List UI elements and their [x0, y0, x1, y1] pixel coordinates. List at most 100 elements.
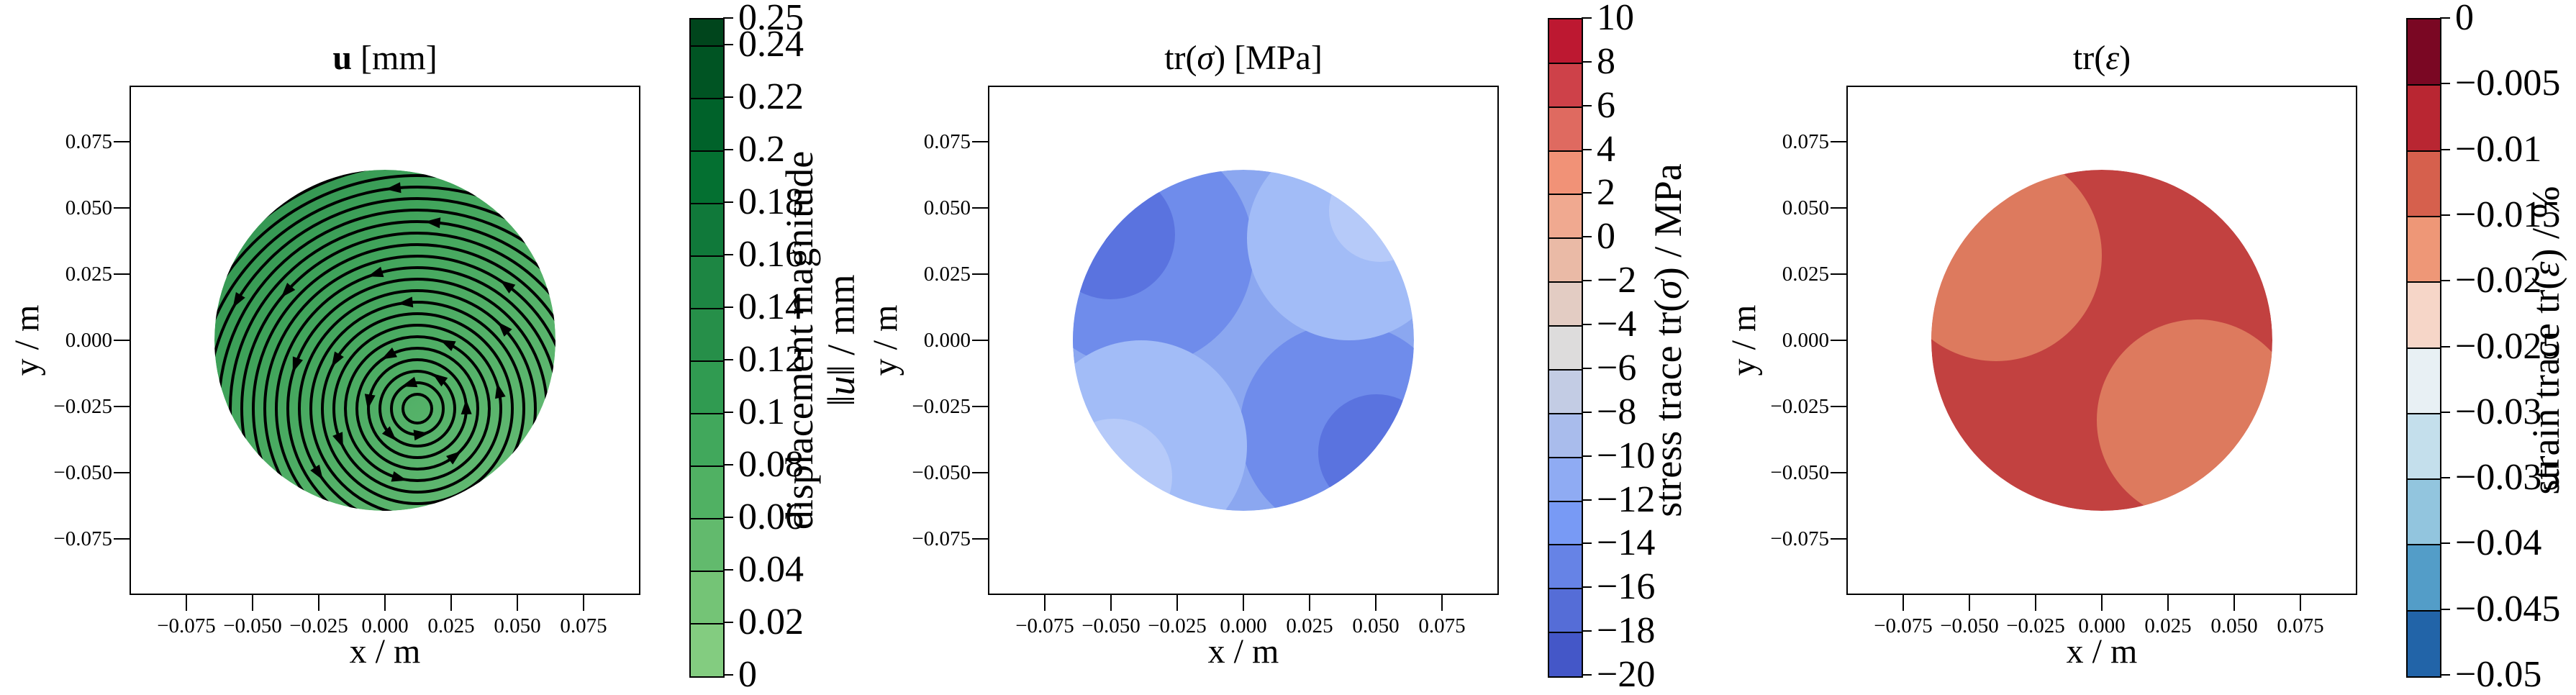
- colorbar-tick-mark: [723, 148, 733, 150]
- text-fragment: stress trace tr(: [1646, 299, 1690, 517]
- y-tick-mark: [972, 406, 988, 407]
- colorbar-tick-label: 0.24: [738, 23, 804, 65]
- colorbar-divider: [1549, 456, 1582, 458]
- y-tick-label: −0.050: [53, 461, 112, 484]
- text-fragment: strain trace tr(: [2524, 276, 2567, 495]
- colorbar-tick-label: −6: [1597, 347, 1637, 389]
- colorbar-tick-label: −2: [1597, 260, 1637, 301]
- text-fragment: ): [2119, 39, 2131, 77]
- x-axis-label: x / m: [1207, 632, 1279, 671]
- colorbar-tick-label: 0.02: [738, 601, 804, 642]
- x-tick-mark: [384, 595, 386, 611]
- colorbar-tick-label: 0: [1597, 216, 1615, 258]
- colorbar-divider: [1549, 237, 1582, 240]
- x-tick-label: −0.025: [2006, 614, 2065, 637]
- text-fragment: ‖: [820, 395, 863, 406]
- text-fragment: ‖ / mm: [820, 274, 863, 376]
- colorbar-tick-mark: [2440, 345, 2450, 348]
- y-tick-mark: [1831, 207, 1846, 209]
- text-fragment: ) / MPa: [1646, 163, 1690, 281]
- colorbar: [2406, 18, 2441, 678]
- colorbar-segment: [1549, 545, 1582, 589]
- colorbar-divider: [691, 255, 723, 257]
- colorbar-tick-label: −0.015: [2455, 194, 2561, 235]
- colorbar-tick-mark: [723, 201, 733, 203]
- colorbar-tick-label: −0.03: [2455, 391, 2542, 432]
- y-tick-label: 0.025: [65, 263, 112, 286]
- axes-box: [1846, 86, 2357, 595]
- panel-stress-trace: tr(σ) [MPa] x / m y / m −0.075 −0.050 −0.0…: [858, 0, 1718, 694]
- colorbar-tick-mark: [2440, 411, 2450, 413]
- colorbar-label-line: strain trace tr(ε) / %: [2524, 0, 2567, 682]
- colorbar-tick-mark: [1582, 280, 1592, 282]
- colorbar-divider: [2408, 609, 2440, 612]
- x-tick-label: 0.025: [1286, 614, 1333, 637]
- y-tick-label: −0.075: [1770, 527, 1829, 550]
- colorbar-tick-label: 0: [2455, 0, 2474, 38]
- text-fragment: σ: [1197, 39, 1215, 77]
- x-tick-mark: [583, 595, 584, 611]
- colorbar-tick-mark: [1582, 192, 1592, 194]
- y-tick-label: −0.075: [912, 527, 971, 550]
- colorbar-tick-mark: [2440, 477, 2450, 479]
- y-tick-label: −0.050: [912, 461, 971, 484]
- y-tick-mark: [114, 207, 130, 209]
- colorbar-segment: [691, 465, 723, 519]
- colorbar-tick-label: −12: [1597, 478, 1656, 520]
- x-tick-label: −0.050: [1081, 614, 1140, 637]
- y-tick-label: 0.050: [1782, 196, 1829, 219]
- y-tick-label: 0.000: [65, 329, 112, 352]
- colorbar-tick-mark: [2440, 542, 2450, 545]
- y-tick-mark: [1831, 538, 1846, 540]
- x-tick-mark: [1176, 595, 1178, 611]
- x-tick-label: 0.075: [1418, 614, 1466, 637]
- text-fragment: tr(: [1164, 39, 1197, 77]
- colorbar-tick-label: 0.12: [738, 338, 804, 380]
- x-tick-mark: [2035, 595, 2036, 611]
- x-tick-label: −0.025: [1148, 614, 1207, 637]
- y-tick-label: 0.025: [1782, 263, 1829, 286]
- panel-strain-trace: tr(ε) x / m y / m −0.075 −0.050 −0.025 0.00…: [1717, 0, 2576, 694]
- colorbar-divider: [691, 570, 723, 572]
- colorbar-segment: [691, 150, 723, 204]
- colorbar-tick-mark: [723, 411, 733, 413]
- x-tick-mark: [1044, 595, 1046, 611]
- y-tick-label: 0.075: [923, 130, 971, 153]
- colorbar-tick-mark: [1582, 411, 1592, 413]
- colorbar-divider: [1549, 632, 1582, 634]
- colorbar-tick-mark: [1582, 17, 1592, 19]
- colorbar-divider: [1549, 62, 1582, 64]
- y-tick-mark: [1831, 406, 1846, 407]
- x-tick-mark: [252, 595, 253, 611]
- x-tick-label: 0.050: [494, 614, 541, 637]
- colorbar-segment: [691, 98, 723, 151]
- colorbar-segment: [1549, 326, 1582, 370]
- y-tick-mark: [972, 472, 988, 473]
- colorbar-tick-mark: [1582, 60, 1592, 63]
- colorbar-segment: [691, 45, 723, 99]
- y-tick-mark: [114, 273, 130, 275]
- colorbar-tick-mark: [1582, 586, 1592, 589]
- colorbar-tick-mark: [1582, 104, 1592, 106]
- colorbar-tick-label: −8: [1597, 391, 1637, 432]
- y-tick-mark: [114, 141, 130, 142]
- colorbar-segment: [691, 203, 723, 256]
- x-tick-mark: [2101, 595, 2103, 611]
- axes-box: [130, 86, 640, 595]
- colorbar-tick-mark: [1582, 236, 1592, 238]
- text-fragment: u: [332, 39, 353, 77]
- text-fragment: u: [820, 376, 863, 396]
- x-tick-label: −0.075: [1015, 614, 1074, 637]
- colorbar-divider: [691, 517, 723, 519]
- colorbar-axis-label: strain trace tr(ε) / %: [2524, 0, 2567, 682]
- colorbar-segment: [2408, 216, 2440, 283]
- colorbar-tick-mark: [723, 463, 733, 465]
- colorbar-label-line: ‖u‖ / mm: [820, 0, 863, 682]
- text-fragment: ε: [2524, 261, 2567, 277]
- x-tick-label: 0.000: [2078, 614, 2126, 637]
- colorbar-tick-label: 6: [1597, 84, 1615, 126]
- colorbar-tick-mark: [1582, 455, 1592, 457]
- x-tick-label: 0.025: [2144, 614, 2192, 637]
- colorbar-tick-label: −0.035: [2455, 457, 2561, 499]
